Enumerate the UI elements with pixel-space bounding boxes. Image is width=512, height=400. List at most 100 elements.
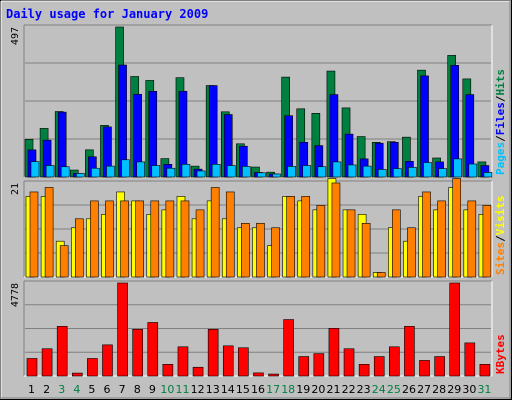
legend-visits-sites: Sites/Visits [494, 196, 507, 276]
bar-pages-day-24 [377, 169, 387, 178]
bar-kbytes-day-8 [132, 328, 143, 377]
day-label-28: 28 [432, 383, 446, 396]
bar-sites-day-5 [90, 200, 99, 278]
bar-kbytes-day-15 [238, 347, 249, 377]
bar-pages-day-22 [347, 164, 357, 178]
day-label-19: 19 [296, 383, 310, 396]
bar-pages-day-3 [60, 166, 70, 178]
bar-kbytes-day-11 [177, 346, 189, 377]
day-label-6: 6 [104, 383, 111, 396]
legend-entry: / [494, 235, 507, 242]
day-label-4: 4 [73, 383, 80, 396]
day-label-2: 2 [43, 383, 50, 396]
bar-pages-day-25 [393, 168, 402, 178]
bar-sites-day-16 [256, 222, 265, 278]
day-label-20: 20 [311, 383, 325, 396]
legend-entry: KBytes [494, 334, 507, 374]
bar-files-day-13 [208, 85, 218, 178]
day-label-29: 29 [447, 383, 461, 396]
bar-kbytes-day-23 [358, 364, 370, 377]
bar-sites-day-20 [316, 205, 326, 278]
bar-sites-day-11 [180, 200, 190, 278]
day-label-7: 7 [119, 383, 126, 396]
day-label-12: 12 [191, 383, 205, 396]
bar-pages-day-7 [121, 159, 130, 178]
bar-kbytes-day-13 [207, 328, 219, 377]
bar-sites-day-2 [44, 187, 54, 278]
day-label-15: 15 [236, 383, 250, 396]
bar-sites-day-6 [105, 200, 114, 278]
day-label-27: 27 [417, 383, 431, 396]
bar-sites-day-9 [150, 200, 160, 278]
bar-files-day-9 [148, 90, 158, 178]
panel-kbytes: 4778 KBytes [10, 280, 507, 377]
y-max-label: 21 [10, 183, 21, 195]
bar-sites-day-8 [135, 200, 144, 278]
day-label-3: 3 [58, 383, 65, 396]
bar-kbytes-day-26 [404, 326, 415, 377]
bar-sites-day-22 [346, 209, 356, 278]
bar-sites-day-3 [59, 245, 69, 278]
bar-kbytes-day-6 [102, 344, 113, 377]
bar-sites-day-29 [452, 178, 462, 278]
bar-sites-day-30 [467, 200, 477, 278]
day-label-25: 25 [387, 383, 401, 396]
bar-pages-day-23 [362, 165, 372, 178]
bar-sites-day-28 [437, 200, 446, 278]
bar-kbytes-day-25 [389, 346, 400, 377]
day-label-11: 11 [176, 383, 190, 396]
legend-entry: Visits [494, 196, 507, 236]
bar-kbytes-day-7 [117, 282, 128, 377]
bar-kbytes-day-2 [41, 348, 53, 377]
bar-kbytes-day-5 [87, 358, 98, 377]
bar-sites-day-10 [165, 200, 175, 278]
day-label-13: 13 [206, 383, 220, 396]
day-labels: 1 2 3 4 5 6 7 8 9 10 11 12 13 14 15 16 17 18 19 20 21 22 23 24 2… [28, 383, 491, 396]
bar-pages-day-2 [45, 165, 55, 178]
bar-sites-day-23 [361, 222, 371, 278]
panel-visits-sites: 21 Sites/Visits [10, 178, 507, 278]
bar-sites-day-13 [210, 187, 220, 278]
day-label-1: 1 [28, 383, 35, 396]
day-label-18: 18 [281, 383, 295, 396]
bar-pages-day-19 [302, 165, 312, 178]
legend-entry: Files [494, 102, 507, 135]
bar-pages-day-4 [75, 173, 85, 178]
bar-sites-day-24 [376, 272, 386, 278]
bar-kbytes-day-28 [434, 356, 445, 377]
bar-kbytes-day-27 [419, 360, 430, 377]
bar-pages-day-13 [211, 164, 221, 178]
bar-sites-day-12 [195, 209, 205, 278]
bar-sites-day-1 [29, 191, 39, 278]
day-label-16: 16 [251, 383, 265, 396]
bar-pages-day-31 [483, 172, 493, 178]
bar-kbytes-day-3 [56, 326, 68, 377]
bar-pages-day-30 [468, 163, 478, 178]
bar-kbytes-day-1 [26, 358, 38, 377]
bar-sites-day-4 [74, 218, 84, 278]
bar-sites-day-15 [241, 222, 250, 278]
bar-sites-day-21 [331, 182, 341, 278]
bar-pages-day-12 [196, 170, 206, 178]
bar-kbytes-day-4 [71, 372, 83, 377]
bar-kbytes-day-9 [147, 322, 159, 377]
bar-pages-day-6 [106, 165, 115, 178]
bar-pages-day-5 [91, 167, 100, 178]
day-label-21: 21 [326, 383, 340, 396]
day-label-17: 17 [266, 383, 280, 396]
bar-sites-day-14 [225, 191, 235, 278]
bar-sites-day-31 [482, 205, 492, 278]
bar-pages-day-27 [423, 162, 432, 178]
bar-pages-day-10 [166, 167, 176, 178]
day-label-8: 8 [134, 383, 141, 396]
bar-pages-day-16 [257, 172, 266, 178]
bar-kbytes-day-19 [298, 356, 310, 377]
bar-kbytes-day-20 [313, 353, 325, 377]
bar-kbytes-day-12 [192, 366, 204, 377]
bar-pages-day-17 [272, 173, 281, 178]
bar-sites-day-17 [271, 227, 280, 278]
bar-sites-day-26 [407, 227, 416, 278]
legend-entry: / [494, 135, 507, 142]
bar-pages-day-18 [287, 166, 296, 178]
day-label-30: 30 [462, 383, 476, 396]
